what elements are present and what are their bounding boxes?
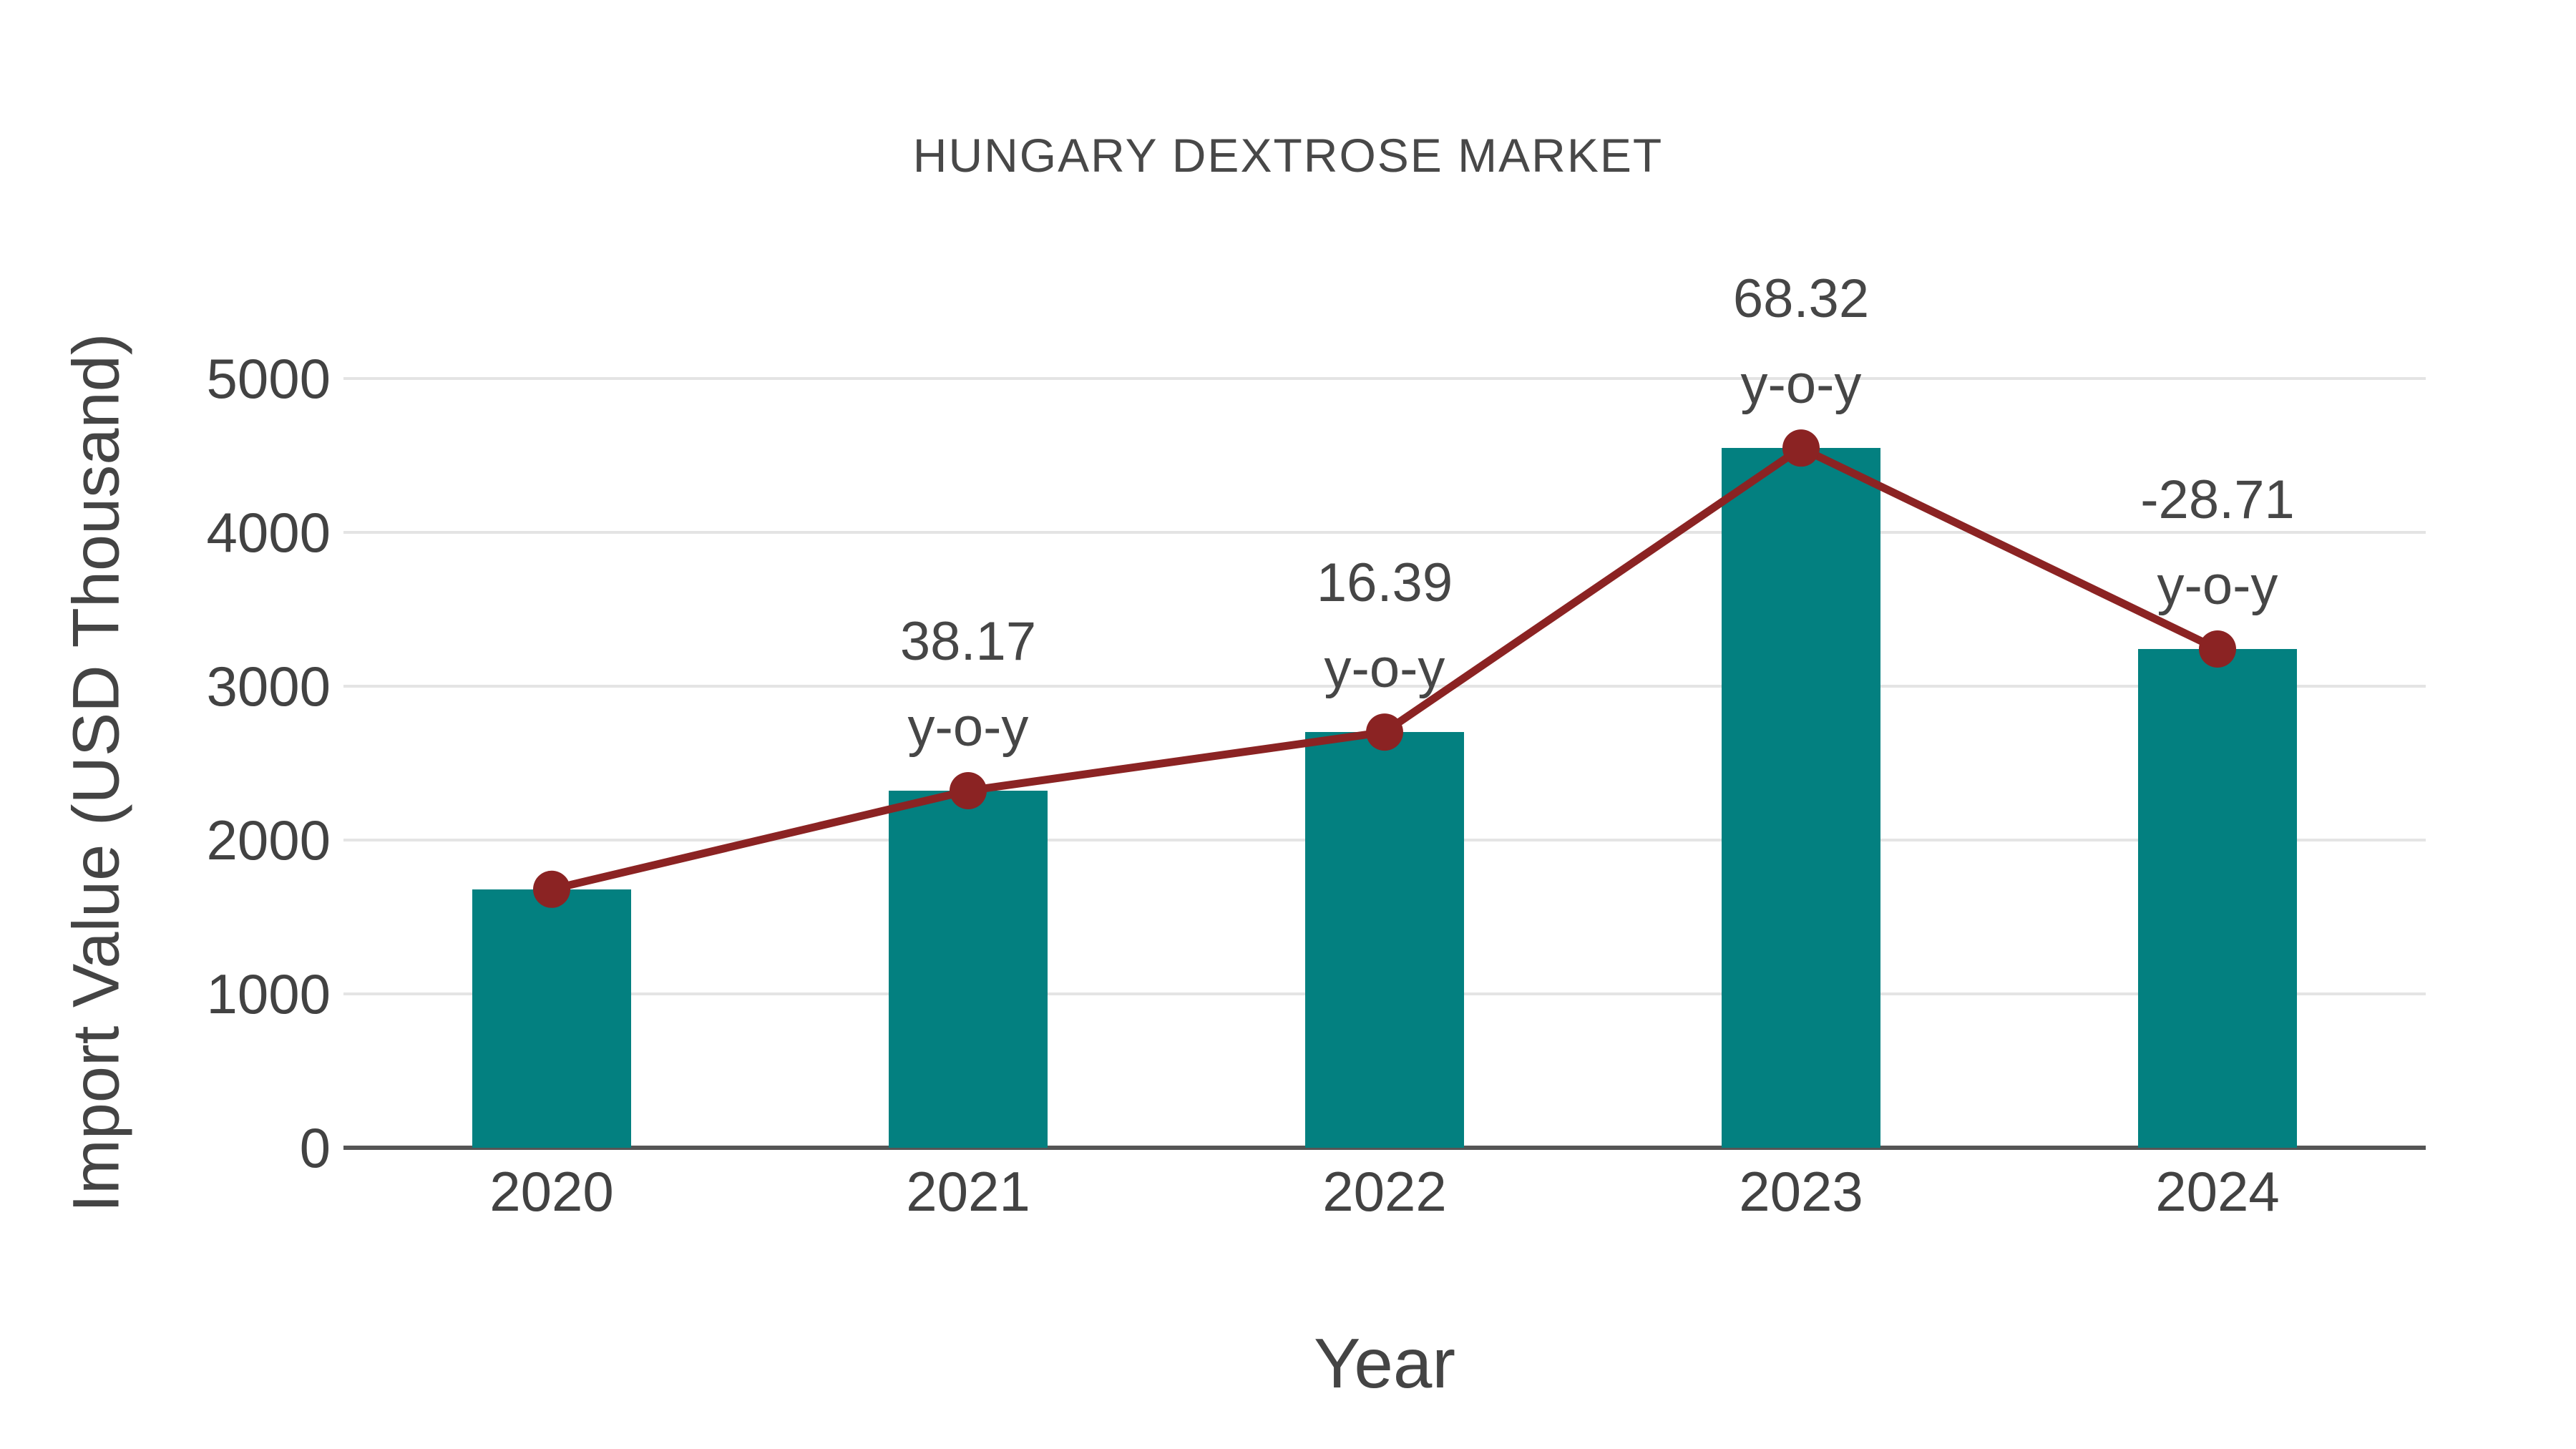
x-axis-title: Year	[1313, 1324, 1455, 1402]
point-label-suffix: y-o-y	[1324, 638, 1445, 700]
point-label-suffix: y-o-y	[907, 696, 1029, 758]
bar-2023	[1722, 448, 1880, 1148]
point-label-value: -28.71	[2140, 469, 2295, 530]
data-point-marker-2020	[533, 870, 570, 908]
y-tick-label: 0	[299, 1116, 331, 1179]
y-tick-label: 1000	[206, 962, 331, 1025]
y-tick-label: 3000	[206, 655, 331, 718]
point-label-2023: 68.32 y-o-y	[1733, 256, 1869, 428]
point-label-2022: 16.39 y-o-y	[1317, 540, 1453, 712]
y-tick-label: 4000	[206, 501, 331, 564]
x-tick-label: 2021	[906, 1160, 1030, 1223]
x-tick-label: 2020	[489, 1160, 614, 1223]
chart-title: HUNGARY DEXTROSE MARKET	[912, 129, 1664, 182]
bar-2022	[1305, 732, 1464, 1148]
data-point-marker-2023	[1782, 429, 1820, 467]
data-point-marker-2021	[950, 771, 987, 809]
data-point-marker-2022	[1366, 713, 1403, 751]
bar-2024	[2138, 648, 2297, 1148]
point-label-suffix: y-o-y	[1740, 354, 1862, 416]
x-tick-label: 2024	[2155, 1160, 2280, 1223]
data-point-marker-2024	[2199, 630, 2236, 668]
point-label-suffix: y-o-y	[2157, 555, 2278, 616]
x-tick-label: 2022	[1322, 1160, 1447, 1223]
point-label-2021: 38.17 y-o-y	[900, 599, 1036, 771]
gridline-y-4000	[343, 531, 2426, 534]
point-label-value: 16.39	[1316, 552, 1453, 614]
y-tick-label: 5000	[206, 347, 331, 410]
x-axis-line	[343, 1146, 2426, 1150]
x-tick-label: 2023	[1739, 1160, 1863, 1223]
bar-2021	[889, 790, 1048, 1148]
point-label-2024: -28.71 y-o-y	[2140, 457, 2295, 629]
gridline-y-3000	[343, 685, 2426, 688]
point-label-value: 68.32	[1732, 268, 1870, 330]
y-tick-label: 2000	[206, 809, 331, 872]
point-label-value: 38.17	[899, 610, 1037, 672]
bar-2020	[472, 889, 631, 1148]
gridline-y-5000	[343, 377, 2426, 380]
